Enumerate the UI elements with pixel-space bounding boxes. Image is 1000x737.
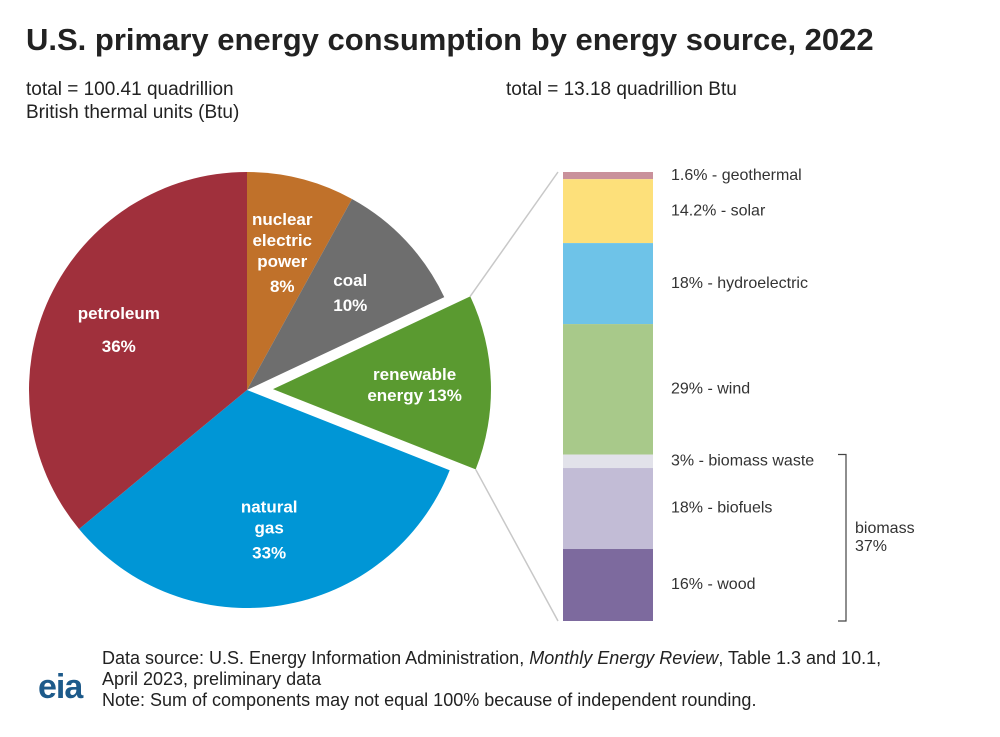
bar-segment [563, 243, 653, 325]
segment-label: 3% - biomass waste [671, 453, 814, 470]
logo: eia [38, 668, 83, 706]
bar-segment [563, 468, 653, 550]
subtitle-line: total = 100.41 quadrillion [26, 79, 234, 100]
slice-label: natural gas 33% [241, 496, 298, 563]
bar-segment [563, 454, 653, 469]
group-name: biomass [855, 520, 915, 537]
footer: Data source: U.S. Energy Information Adm… [102, 648, 881, 711]
chart-title: U.S. primary energy consumption by energ… [26, 22, 874, 57]
bar-segment [563, 549, 653, 621]
bar-subtitle: total = 13.18 quadrillion Btu [506, 79, 737, 100]
group-bracket [838, 453, 847, 622]
bar-segment [563, 172, 653, 180]
slice-category: renewable energy [367, 364, 457, 405]
source-detail: , Table 1.3 and 10.1, [718, 648, 882, 668]
pie-slice [79, 390, 450, 609]
pie-slice [247, 198, 445, 390]
slice-label: renewable energy 13% [355, 364, 475, 406]
segment-label: 1.6% - geothermal [671, 167, 802, 184]
slice-label: nuclear electric power 8% [252, 209, 312, 297]
source-publication: Monthly Energy Review [529, 648, 719, 668]
subtitle-line: British thermal units (Btu) [26, 102, 240, 123]
connector [475, 469, 559, 622]
slice-value: 33% [252, 543, 287, 563]
slice-value: 36% [101, 336, 136, 356]
slice-category: natural gas [240, 497, 298, 538]
slice-category: nuclear electric power [251, 209, 313, 271]
pie-slice [29, 172, 248, 529]
group-value: 37% [855, 538, 887, 555]
note: Note: Sum of components may not equal 10… [102, 690, 757, 710]
slice-label: petroleum 36% [78, 303, 160, 357]
segment-label: 16% - wood [671, 576, 756, 593]
source-date: April 2023, preliminary data [102, 669, 322, 689]
bar-segment [563, 179, 653, 244]
segment-label: 29% - wind [671, 381, 750, 398]
slice-label: coal 10% [333, 270, 367, 316]
segment-label: 14.2% - solar [671, 202, 766, 219]
slice-value: 10% [333, 295, 368, 315]
source: Data source: U.S. Energy Information Adm… [102, 648, 525, 668]
bar-segment [563, 324, 653, 455]
pie-subtitle: total = 100.41 quadrillion British therm… [26, 78, 239, 124]
pie-slice [247, 172, 353, 390]
segment-label: 18% - biofuels [671, 500, 772, 517]
slice-category: petroleum [77, 303, 160, 323]
slice-category: coal [333, 270, 368, 290]
segment-label: 18% - hydroelectric [671, 275, 808, 292]
pie-slice [272, 296, 491, 470]
slice-value: 13% [427, 385, 462, 405]
slice-value: 8% [269, 276, 295, 296]
connector [469, 171, 559, 297]
